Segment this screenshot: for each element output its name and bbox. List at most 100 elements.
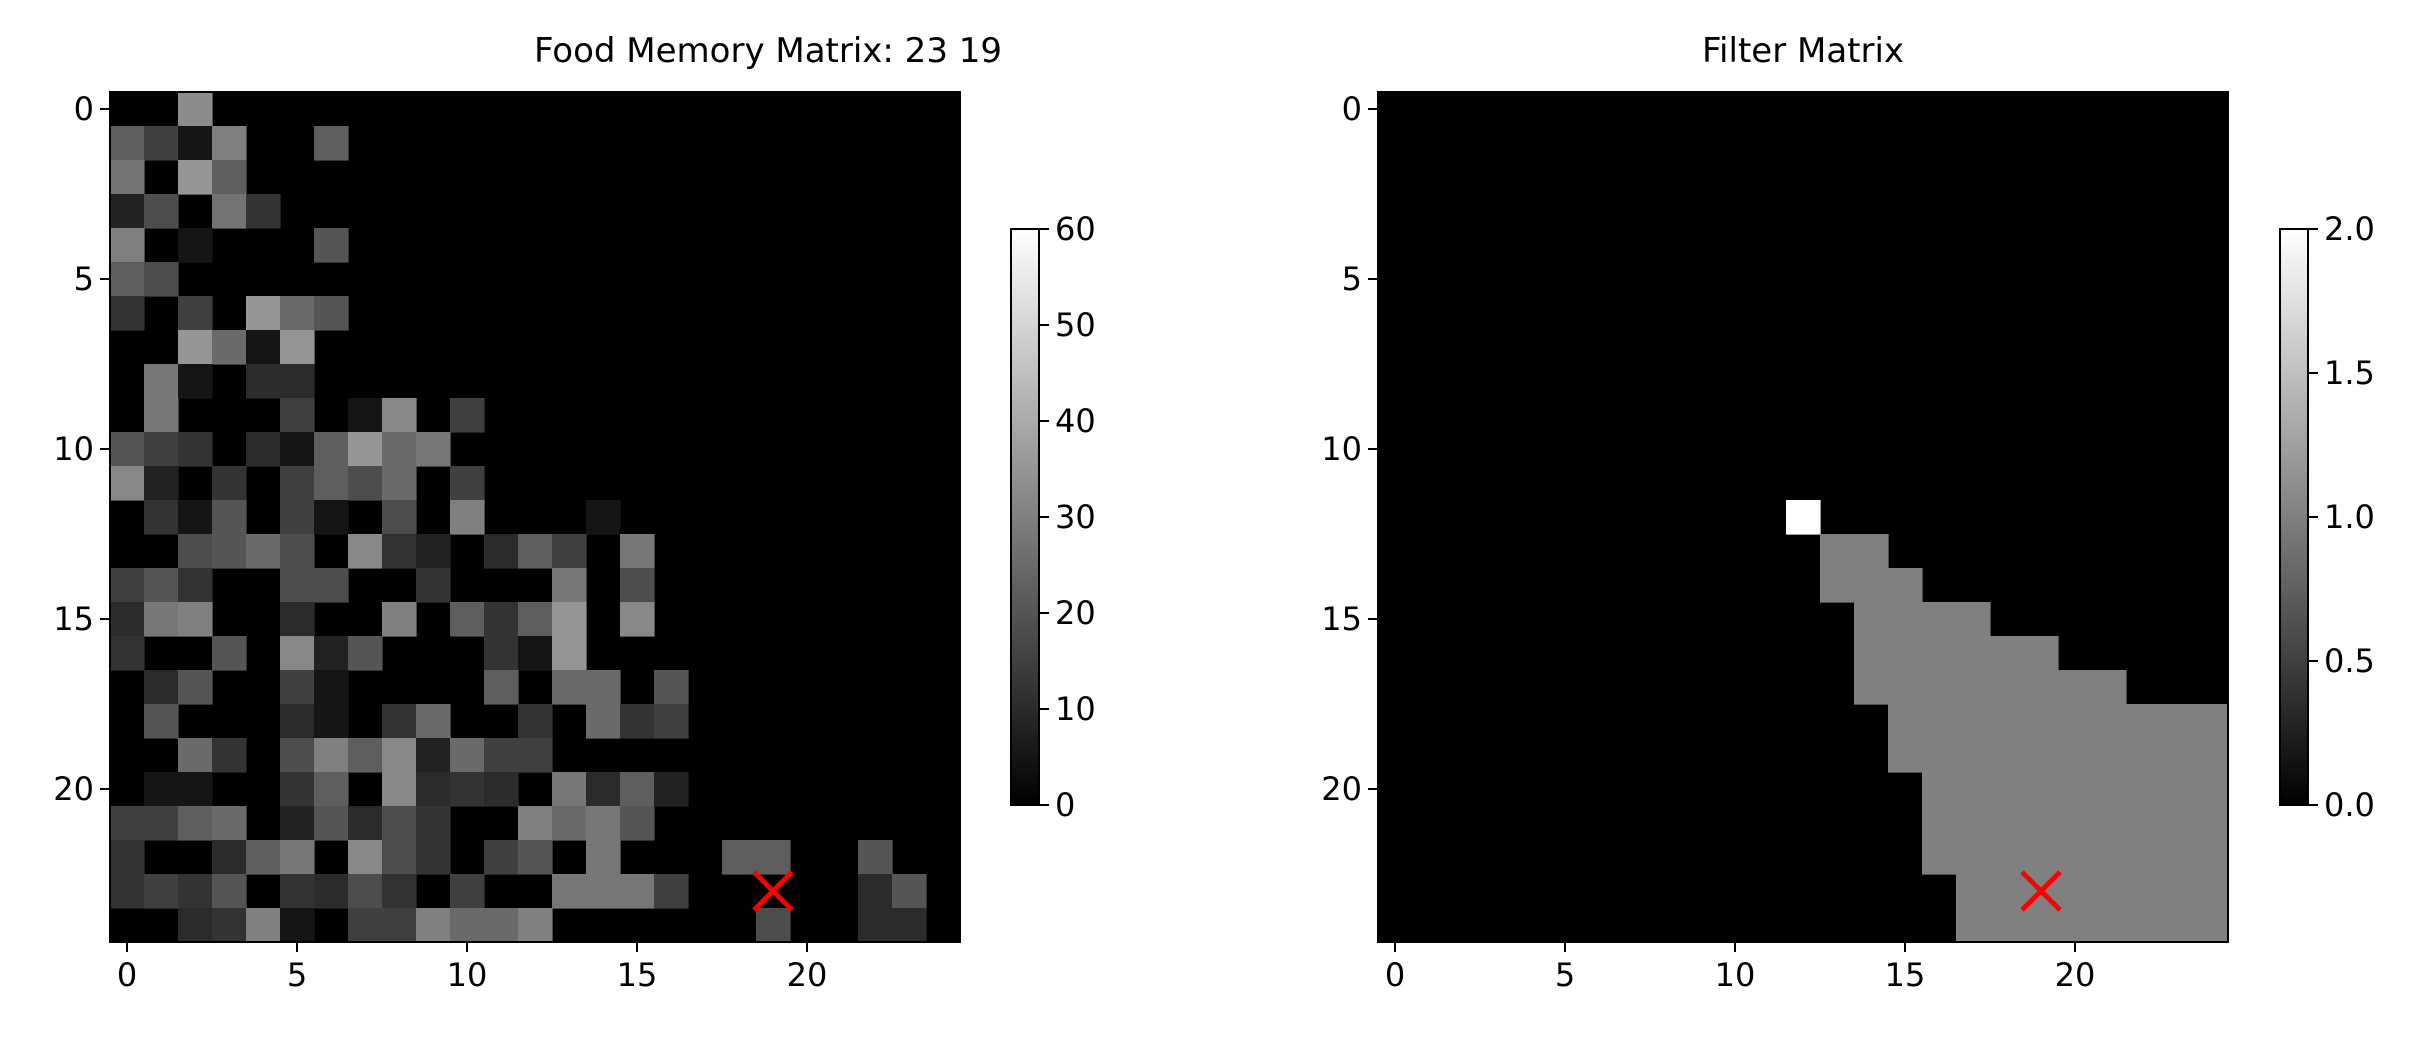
heatmap-cell: [1990, 738, 2025, 773]
heatmap-cell: [416, 840, 451, 875]
heatmap-cell: [110, 432, 145, 467]
heatmap-cell: [110, 568, 145, 603]
heatmap-cell: [314, 126, 349, 161]
heatmap-cell: [110, 602, 145, 637]
heatmap-cell: [2092, 670, 2127, 705]
y-tick-label: 0: [74, 90, 94, 128]
x-tick-label: 0: [1385, 956, 1405, 994]
heatmap-cell: [2058, 840, 2093, 875]
heatmap-cell: [1956, 908, 1991, 943]
heatmap-cell: [756, 908, 791, 943]
heatmap-cell: [518, 704, 553, 739]
heatmap-cell: [280, 908, 315, 943]
heatmap-cell: [178, 160, 213, 195]
heatmap-cell: [348, 840, 383, 875]
heatmap-cell: [654, 704, 689, 739]
heatmap-cell: [212, 466, 247, 501]
heatmap-cell: [518, 602, 553, 637]
heatmap-cell: [416, 432, 451, 467]
filter-axes: 0 5 10 15 20 0 5 10 15 20: [1321, 90, 2229, 994]
heatmap-cell: [2024, 704, 2059, 739]
memory-axes: 0 5 10 15 20 0 5 10 15 20: [53, 90, 961, 994]
heatmap-cell: [144, 262, 179, 297]
memory-panel: Food Memory Matrix: 23 19 0 5 10 15 20 0 5 10 15…: [53, 31, 1095, 994]
heatmap-cell: [314, 738, 349, 773]
heatmap-cell: [2194, 874, 2229, 909]
colorbar-tick-label: 1.5: [2324, 354, 2375, 392]
heatmap-cell: [416, 568, 451, 603]
heatmap-cell: [450, 738, 485, 773]
heatmap-cell: [314, 874, 349, 909]
heatmap-cell: [416, 806, 451, 841]
heatmap-cell: [382, 772, 417, 807]
heatmap-cell: [2092, 874, 2127, 909]
heatmap-cell: [416, 534, 451, 569]
heatmap-cell: [2058, 874, 2093, 909]
heatmap-cell: [518, 840, 553, 875]
heatmap-cell: [416, 908, 451, 943]
heatmap-cell: [178, 534, 213, 569]
heatmap-cell: [2126, 806, 2161, 841]
heatmap-cell: [450, 874, 485, 909]
heatmap-cell: [280, 772, 315, 807]
heatmap-cell: [212, 330, 247, 365]
heatmap-cell: [416, 704, 451, 739]
heatmap-cell: [144, 432, 179, 467]
heatmap-cell: [2160, 806, 2195, 841]
heatmap-cell: [280, 738, 315, 773]
colorbar-tick-label: 1.0: [2324, 498, 2375, 536]
heatmap-cell: [416, 772, 451, 807]
heatmap-cell: [654, 670, 689, 705]
x-tick-label: 15: [617, 956, 658, 994]
heatmap-cell: [178, 228, 213, 263]
heatmap-cell: [144, 568, 179, 603]
heatmap-cell: [2058, 908, 2093, 943]
heatmap-cell: [1990, 772, 2025, 807]
heatmap-cell: [382, 738, 417, 773]
heatmap-cell: [110, 806, 145, 841]
heatmap-cell: [144, 364, 179, 399]
colorbar-tick-label: 10: [1055, 690, 1096, 728]
heatmap-cell: [348, 738, 383, 773]
heatmap-cell: [246, 840, 281, 875]
heatmap-cell: [1888, 602, 1923, 637]
heatmap-cell: [382, 840, 417, 875]
heatmap-cell: [144, 670, 179, 705]
heatmap-cell: [552, 602, 587, 637]
heatmap-cell: [552, 670, 587, 705]
heatmap-cell: [2092, 704, 2127, 739]
heatmap-cell: [110, 840, 145, 875]
heatmap-cell: [2058, 772, 2093, 807]
heatmap-cell: [2092, 908, 2127, 943]
heatmap-cell: [348, 534, 383, 569]
heatmap-cell: [2024, 772, 2059, 807]
heatmap-cell: [178, 364, 213, 399]
heatmap-cell: [246, 194, 281, 229]
heatmap-cell: [892, 908, 927, 943]
heatmap-cell: [178, 568, 213, 603]
current-position-marker: [752, 870, 794, 912]
heatmap-cell: [1888, 636, 1923, 671]
heatmap-cell: [280, 704, 315, 739]
heatmap-cell: [178, 296, 213, 331]
heatmap-cell: [382, 704, 417, 739]
heatmap-cell: [552, 568, 587, 603]
heatmap-cell: [382, 908, 417, 943]
heatmap-cell: [178, 92, 213, 127]
heatmap-cell: [212, 534, 247, 569]
heatmap-cell: [314, 670, 349, 705]
x-tick-label: 5: [287, 956, 307, 994]
heatmap-cell: [2024, 738, 2059, 773]
heatmap-cell: [450, 772, 485, 807]
colorbar-tick-label: 40: [1055, 402, 1096, 440]
heatmap-cell: [314, 636, 349, 671]
heatmap-cell: [620, 704, 655, 739]
heatmap-cell: [586, 500, 621, 535]
heatmap-cell: [280, 568, 315, 603]
heatmap-cell: [2160, 772, 2195, 807]
heatmap-cell: [1922, 636, 1957, 671]
heatmap-cell: [2126, 704, 2161, 739]
heatmap-cell: [2024, 670, 2059, 705]
heatmap-cell: [178, 126, 213, 161]
heatmap-cell: [518, 738, 553, 773]
